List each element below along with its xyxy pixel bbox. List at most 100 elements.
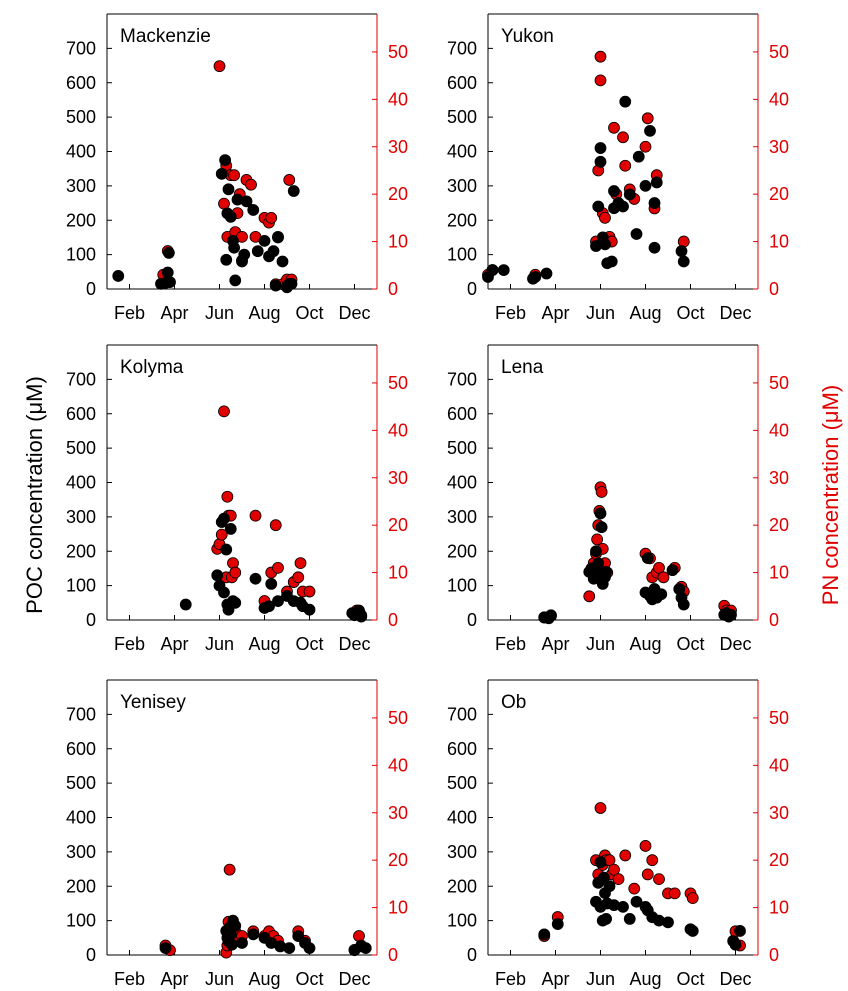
poc-point — [599, 238, 611, 251]
x-tick-label: Apr — [160, 303, 188, 323]
poc-point — [594, 155, 607, 168]
poc-point — [218, 512, 230, 525]
poc-point — [247, 928, 260, 941]
poc-point — [258, 234, 271, 247]
poc-point — [540, 267, 553, 280]
poc-point — [164, 276, 176, 289]
poc-point — [215, 167, 228, 180]
poc-point — [272, 231, 284, 244]
poc-point — [595, 521, 608, 534]
poc-tick-label: 300 — [66, 507, 96, 527]
pn-point — [265, 211, 278, 224]
pn-point — [641, 112, 654, 125]
poc-point — [734, 925, 746, 937]
poc-point — [600, 913, 613, 925]
poc-point — [219, 154, 232, 166]
x-tick-label: Jun — [205, 969, 234, 989]
poc-tick-label: 400 — [66, 142, 96, 162]
pn-tick-label: 30 — [388, 803, 408, 823]
pn-point — [619, 849, 632, 862]
panel-kolyma: 0 100 200 300 400 500 600 700 0 10 20 30 40 50 Feb Apr J… — [66, 344, 408, 654]
pn-tick-label: 50 — [388, 42, 408, 62]
poc-tick-label: 400 — [447, 473, 477, 493]
poc-tick-label: 700 — [66, 38, 96, 58]
pn-point — [653, 873, 665, 886]
panel-title: Mackenzie — [120, 26, 211, 47]
pn-tick-label: 40 — [388, 89, 408, 109]
pn-point — [292, 571, 305, 584]
poc-point — [229, 596, 242, 609]
poc-tick-label: 100 — [66, 245, 96, 265]
poc-tick-label: 300 — [447, 176, 477, 196]
x-tick-label: Apr — [160, 634, 188, 654]
poc-point — [630, 895, 643, 908]
x-tick-label: Dec — [338, 303, 370, 323]
poc-point — [162, 247, 175, 259]
poc-point — [729, 938, 742, 951]
pn-point — [677, 235, 690, 248]
pn-point — [686, 892, 699, 905]
pn-tick-label: 50 — [769, 373, 789, 393]
poc-tick-label: 200 — [66, 876, 96, 896]
poc-point — [632, 150, 645, 163]
poc-point — [608, 185, 620, 197]
pn-point — [245, 178, 257, 191]
x-tick-label: Jun — [586, 634, 615, 654]
poc-point — [686, 925, 699, 937]
poc-tick-label: 100 — [447, 911, 477, 931]
poc-tick-label: 400 — [447, 808, 477, 828]
poc-point — [594, 507, 607, 520]
pn-tick-label: 0 — [388, 945, 398, 965]
poc-tick-label: 0 — [467, 279, 477, 299]
pn-point — [608, 121, 620, 134]
poc-point — [538, 928, 551, 941]
x-tick-label: Apr — [541, 303, 569, 323]
poc-point — [623, 913, 636, 925]
pn-tick-label: 40 — [769, 420, 789, 440]
pn-point — [221, 490, 234, 503]
pn-point — [272, 561, 284, 574]
pn-point — [583, 590, 596, 603]
pn-point — [249, 509, 262, 522]
poc-point — [249, 572, 262, 585]
pn-point — [218, 405, 230, 418]
x-tick-label: Oct — [676, 303, 704, 323]
poc-point — [497, 264, 510, 276]
poc-tick-label: 700 — [447, 38, 477, 58]
poc-tick-label: 700 — [66, 704, 96, 724]
pn-tick-label: 0 — [769, 945, 779, 965]
poc-point — [639, 179, 652, 192]
pn-tick-label: 0 — [388, 610, 398, 630]
x-tick-label: Oct — [676, 969, 704, 989]
x-tick-label: Aug — [629, 634, 661, 654]
pn-tick-label: 50 — [769, 42, 789, 62]
x-tick-label: Dec — [719, 634, 751, 654]
poc-tick-label: 100 — [447, 576, 477, 596]
pn-tick-label: 0 — [769, 279, 779, 299]
x-tick-label: Aug — [248, 303, 280, 323]
x-tick-label: Aug — [248, 969, 280, 989]
poc-point — [229, 919, 242, 932]
poc-point — [644, 124, 656, 137]
x-tick-label: Dec — [719, 303, 751, 323]
poc-tick-label: 400 — [447, 142, 477, 162]
pn-point — [229, 566, 242, 579]
x-tick-label: Jun — [205, 634, 234, 654]
pn-tick-label: 30 — [769, 803, 789, 823]
x-tick-label: Feb — [114, 634, 145, 654]
poc-point — [236, 937, 248, 949]
poc-point — [224, 523, 237, 535]
poc-point — [267, 245, 280, 258]
poc-tick-label: 0 — [467, 945, 477, 965]
poc-tick-label: 500 — [66, 438, 96, 458]
poc-point — [603, 880, 616, 893]
pn-tick-label: 20 — [769, 850, 789, 870]
poc-tick-label: 600 — [447, 739, 477, 759]
x-tick-label: Apr — [541, 634, 569, 654]
x-tick-label: Feb — [495, 634, 526, 654]
pn-point — [215, 528, 228, 541]
poc-point — [648, 197, 661, 209]
x-tick-label: Jun — [586, 303, 615, 323]
poc-point — [220, 543, 233, 556]
panel-mackenzie: 0 100 200 300 400 500 600 700 0 10 20 30 40 50 Feb Apr J… — [66, 13, 408, 323]
